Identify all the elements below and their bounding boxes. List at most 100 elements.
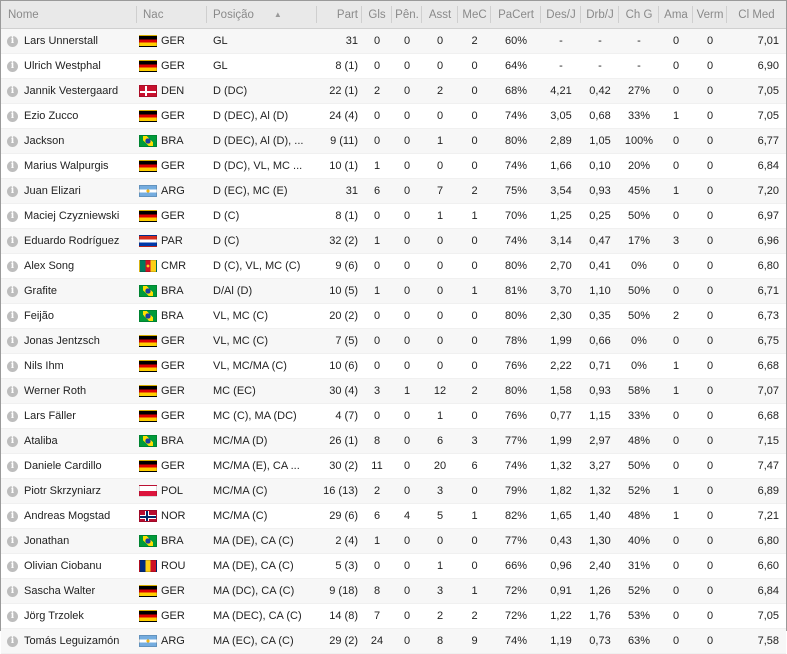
table-row[interactable]: i Daniele Cardillo GER MC/MA (E), CA ... 30 …: [1, 453, 786, 479]
player-name[interactable]: Eduardo Rodríguez: [24, 235, 120, 248]
player-name[interactable]: Lars Fäller: [24, 410, 76, 423]
player-name-cell[interactable]: i Marius Walpurgis: [1, 153, 137, 179]
player-name-cell[interactable]: i Daniele Cardillo: [1, 453, 137, 479]
table-row[interactable]: i Maciej Czyzniewski GER D (C) 8 (1) 0 0 1 1 70% 1…: [1, 203, 786, 229]
player-name[interactable]: Jörg Trzolek: [24, 610, 84, 623]
player-name-cell[interactable]: i Jonathan: [1, 528, 137, 554]
player-name[interactable]: Werner Roth: [24, 385, 87, 398]
player-name[interactable]: Daniele Cardillo: [24, 460, 102, 473]
player-name[interactable]: Jackson: [24, 135, 65, 148]
player-name-cell[interactable]: i Eduardo Rodríguez: [1, 228, 137, 254]
info-icon[interactable]: i: [7, 285, 18, 297]
table-row[interactable]: i Feijão BRA VL, MC (C) 20 (2) 0 0 0 0 80% 2,30 0,3…: [1, 303, 786, 329]
player-name-cell[interactable]: i Grafite: [1, 278, 137, 304]
player-name-cell[interactable]: i Werner Roth: [1, 378, 137, 404]
player-name-cell[interactable]: i Juan Elizari: [1, 178, 137, 204]
player-name[interactable]: Maciej Czyzniewski: [24, 210, 120, 223]
player-name[interactable]: Ezio Zucco: [24, 110, 79, 123]
column-header-penalties[interactable]: Pên.: [392, 1, 422, 29]
column-header-pass-completion[interactable]: PaCert: [491, 1, 541, 29]
player-name-cell[interactable]: i Ulrich Westphal: [1, 53, 137, 79]
info-icon[interactable]: i: [7, 535, 18, 547]
table-row[interactable]: i Lars Fäller GER MC (C), MA (DC) 4 (7) 0 0 1 0 7…: [1, 403, 786, 429]
player-name[interactable]: Nils Ihm: [24, 360, 64, 373]
table-row[interactable]: i Olivian Ciobanu ROU MA (DE), CA (C) 5 (3) 0…: [1, 553, 786, 579]
player-name-cell[interactable]: i Lars Fäller: [1, 403, 137, 429]
info-icon[interactable]: i: [7, 235, 18, 247]
info-icon[interactable]: i: [7, 560, 18, 572]
info-icon[interactable]: i: [7, 610, 18, 622]
table-row[interactable]: i Lars Unnerstall GER GL 31 0 0 0 2 60% - - -0 0 7,01: [1, 28, 786, 54]
info-icon[interactable]: i: [7, 435, 18, 447]
column-header-player-of-match[interactable]: MeC: [458, 1, 491, 29]
player-name-cell[interactable]: i Sascha Walter: [1, 578, 137, 604]
table-row[interactable]: i Jonathan BRA MA (DE), CA (C) 2 (4) 1 0 0 0 77% 0…: [1, 528, 786, 554]
info-icon[interactable]: i: [7, 360, 18, 372]
info-icon[interactable]: i: [7, 485, 18, 497]
player-name[interactable]: Lars Unnerstall: [24, 35, 98, 48]
table-row[interactable]: i Ataliba BRA MC/MA (D) 26 (1) 8 0 6 3 77% 1,99 2,9…: [1, 428, 786, 454]
info-icon[interactable]: i: [7, 160, 18, 172]
player-name-cell[interactable]: i Piotr Skrzyniarz: [1, 478, 137, 504]
info-icon[interactable]: i: [7, 260, 18, 272]
column-header-position[interactable]: Posição ▲: [207, 1, 317, 29]
column-header-dribbles-per-game[interactable]: Drb/J: [581, 1, 619, 29]
player-name-cell[interactable]: i Jackson: [1, 128, 137, 154]
info-icon[interactable]: i: [7, 60, 18, 72]
info-icon[interactable]: i: [7, 585, 18, 597]
player-name-cell[interactable]: i Feijão: [1, 303, 137, 329]
player-name[interactable]: Andreas Mogstad: [24, 510, 111, 523]
table-row[interactable]: i Sascha Walter GER MA (DC), CA (C) 9 (18) 8 0…: [1, 578, 786, 604]
column-header-assists[interactable]: Asst: [422, 1, 458, 29]
player-name-cell[interactable]: i Tomás Leguizamón: [1, 628, 137, 654]
table-row[interactable]: i Jörg Trzolek GER MA (DEC), CA (C) 14 (8) 7 0…: [1, 603, 786, 629]
player-name-cell[interactable]: i Jonas Jentzsch: [1, 328, 137, 354]
player-name-cell[interactable]: i Jörg Trzolek: [1, 603, 137, 629]
table-row[interactable]: i Alex Song CMR D (C), VL, MC (C) 9 (6) 0 0 0 0 8…: [1, 253, 786, 279]
info-icon[interactable]: i: [7, 185, 18, 197]
player-name[interactable]: Juan Elizari: [24, 185, 81, 198]
player-name-cell[interactable]: i Nils Ihm: [1, 353, 137, 379]
info-icon[interactable]: i: [7, 335, 18, 347]
column-header-yellow-cards[interactable]: Ama: [659, 1, 693, 29]
table-row[interactable]: i Eduardo Rodríguez PAR D (C) 32 (2) 1 0 0 0 74% 3…: [1, 228, 786, 254]
table-row[interactable]: i Tomás Leguizamón ARG MA (EC), CA (C) 29 (2…: [1, 628, 786, 654]
player-name-cell[interactable]: i Lars Unnerstall: [1, 28, 137, 54]
player-name-cell[interactable]: i Alex Song: [1, 253, 137, 279]
player-name[interactable]: Ulrich Westphal: [24, 60, 101, 73]
player-name[interactable]: Marius Walpurgis: [24, 160, 109, 173]
player-name[interactable]: Jannik Vestergaard: [24, 85, 119, 98]
player-name[interactable]: Jonas Jentzsch: [24, 335, 100, 348]
player-name-cell[interactable]: i Ataliba: [1, 428, 137, 454]
column-header-nationality[interactable]: Nac: [137, 1, 207, 29]
info-icon[interactable]: i: [7, 35, 18, 47]
player-name-cell[interactable]: i Maciej Czyzniewski: [1, 203, 137, 229]
column-header-appearances[interactable]: Part: [317, 1, 362, 29]
info-icon[interactable]: i: [7, 135, 18, 147]
table-row[interactable]: i Piotr Skrzyniarz POL MC/MA (C) 16 (13) 2 0 3 0…: [1, 478, 786, 504]
player-name-cell[interactable]: i Olivian Ciobanu: [1, 553, 137, 579]
table-row[interactable]: i Marius Walpurgis GER D (DC), VL, MC ... 10…: [1, 153, 786, 179]
table-row[interactable]: i Werner Roth GER MC (EC) 30 (4) 3 1 12 2 80% 1,58…: [1, 378, 786, 404]
column-header-tackles-per-game[interactable]: Des/J: [541, 1, 581, 29]
player-name[interactable]: Piotr Skrzyniarz: [24, 485, 102, 498]
player-name[interactable]: Olivian Ciobanu: [24, 560, 102, 573]
table-row[interactable]: i Jackson BRA D (DEC), Al (D), ... 9 (11) 0 0 1…: [1, 128, 786, 154]
table-row[interactable]: i Ulrich Westphal GER GL 8 (1) 0 0 0 0 64% - - -0 0 6,…: [1, 53, 786, 79]
info-icon[interactable]: i: [7, 210, 18, 222]
table-row[interactable]: i Jannik Vestergaard DEN D (DC) 22 (1) 2 0 2 0 68…: [1, 78, 786, 104]
info-icon[interactable]: i: [7, 85, 18, 97]
player-name-cell[interactable]: i Jannik Vestergaard: [1, 78, 137, 104]
table-row[interactable]: i Juan Elizari ARG D (EC), MC (E) 31 6 0 7 2 75% 3…: [1, 178, 786, 204]
player-name[interactable]: Feijão: [24, 310, 54, 323]
table-row[interactable]: i Ezio Zucco GER D (DEC), Al (D) 24 (4) 0 0 0 0 7…: [1, 103, 786, 129]
player-name[interactable]: Jonathan: [24, 535, 70, 548]
player-name[interactable]: Tomás Leguizamón: [24, 635, 120, 648]
player-name[interactable]: Sascha Walter: [24, 585, 96, 598]
info-icon[interactable]: i: [7, 410, 18, 422]
table-row[interactable]: i Andreas Mogstad NOR MC/MA (C) 29 (6) 6 4 5 1 82…: [1, 503, 786, 529]
info-icon[interactable]: i: [7, 385, 18, 397]
info-icon[interactable]: i: [7, 110, 18, 122]
column-header-goals[interactable]: Gls: [362, 1, 392, 29]
player-name[interactable]: Grafite: [24, 285, 58, 298]
